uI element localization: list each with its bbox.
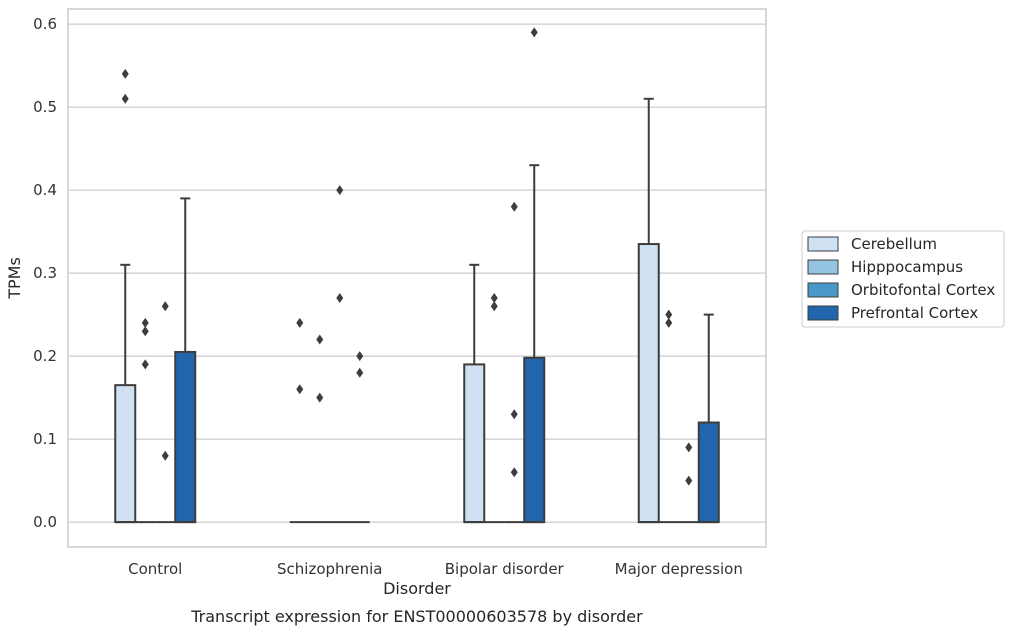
outlier-point <box>490 293 498 303</box>
outlier-point <box>356 367 364 378</box>
legend-swatch <box>807 236 839 252</box>
x-tick-label: Bipolar disorder <box>445 560 565 578</box>
legend-swatch <box>807 305 839 321</box>
outlier-point <box>685 475 693 486</box>
outlier-point <box>296 384 304 395</box>
outlier-point <box>685 442 693 453</box>
x-tick-labels: Control Schizophrenia Bipolar disorder Majo… <box>128 560 743 578</box>
chart-caption: Transcript expression for ENST0000060357… <box>190 607 643 626</box>
box-series <box>114 27 720 524</box>
y-tick-label: 0.3 <box>33 264 57 282</box>
x-axis-label: Disorder <box>383 579 451 598</box>
y-tick-label: 0.1 <box>33 430 57 448</box>
legend-label: Cerebellum <box>851 235 937 253</box>
outlier-point <box>161 450 169 461</box>
legend-label: Orbitofontal Cortex <box>851 281 995 299</box>
legend-label: Prefrontal Cortex <box>851 304 978 322</box>
box <box>697 421 720 524</box>
box <box>523 356 546 524</box>
y-tick-label: 0.2 <box>33 347 57 365</box>
outlier-point <box>296 317 304 328</box>
outlier-point <box>665 309 673 320</box>
outlier-point <box>510 201 518 212</box>
box <box>637 243 660 524</box>
outlier-point <box>121 93 129 104</box>
y-axis-label: TPMs <box>5 257 24 300</box>
legend-label: Hipppocampus <box>851 258 963 276</box>
y-tick-labels: 0.0 0.1 0.2 0.3 0.4 0.5 0.6 <box>33 15 57 531</box>
y-tick-label: 0.4 <box>33 181 57 199</box>
outlier-point <box>356 351 364 362</box>
outlier-point <box>510 467 518 478</box>
outlier-point <box>530 27 538 38</box>
outlier-point <box>141 317 149 328</box>
box <box>463 363 486 524</box>
legend-swatch <box>807 259 839 275</box>
legend-frame <box>801 230 1005 328</box>
outlier-point <box>510 409 518 420</box>
plot-frame <box>67 8 767 548</box>
outlier-point <box>161 301 169 312</box>
legend-swatch <box>807 282 839 298</box>
outlier-point <box>316 392 324 403</box>
outlier-point <box>121 68 129 79</box>
outlier-point <box>665 317 673 328</box>
y-tick-label: 0.0 <box>33 513 57 531</box>
y-tick-label: 0.5 <box>33 98 57 116</box>
y-tick-label: 0.6 <box>33 15 57 33</box>
outlier-point <box>336 293 344 303</box>
x-tick-label: Control <box>128 560 182 578</box>
outlier-point <box>141 326 149 337</box>
legend: Cerebellum Hipppocampus Orbitofontal Corte… <box>801 230 1005 328</box>
outlier-point <box>336 185 344 196</box>
outlier-point <box>141 359 149 370</box>
box <box>114 384 137 524</box>
outlier-point <box>490 301 498 312</box>
x-tick-label: Schizophrenia <box>277 560 382 578</box>
outlier-point <box>316 334 324 345</box>
plot-area <box>68 9 766 547</box>
box <box>174 350 197 524</box>
x-tick-label: Major depression <box>615 560 743 578</box>
